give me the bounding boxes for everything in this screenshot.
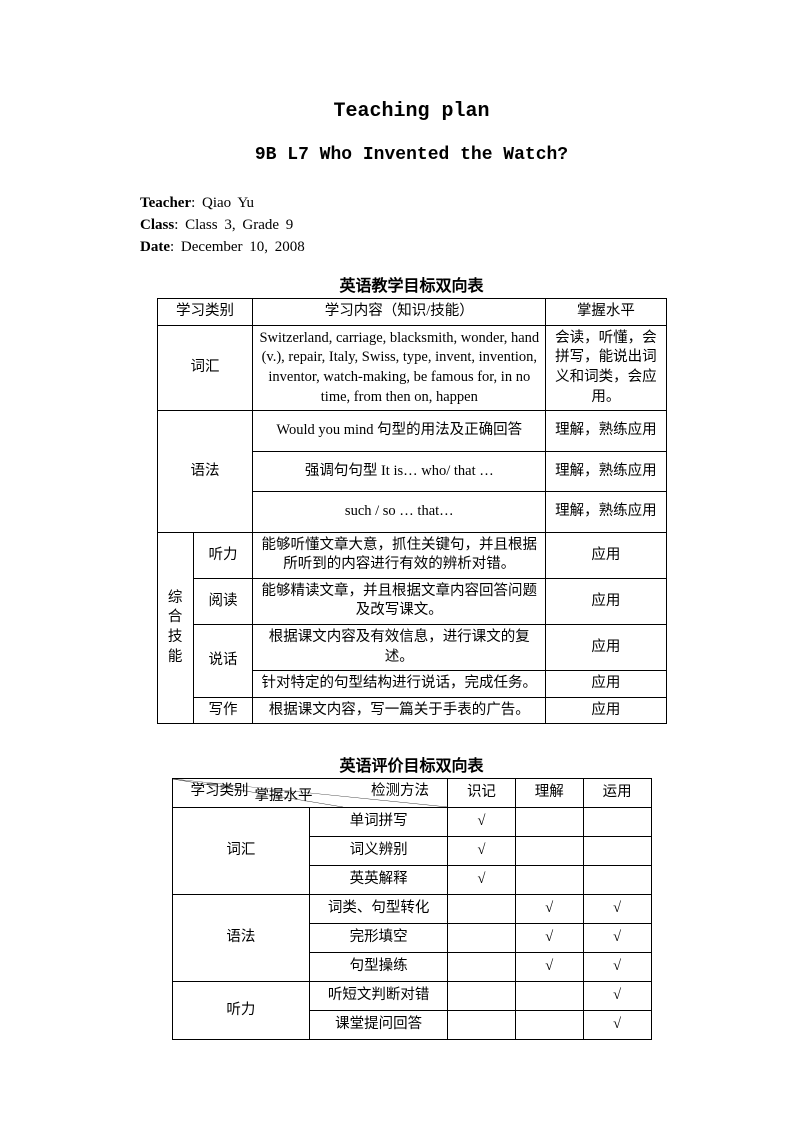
check-cell: √ — [448, 866, 516, 895]
check-cell — [515, 1011, 583, 1040]
category-cell: 听力 — [172, 982, 310, 1040]
check-cell: √ — [583, 982, 651, 1011]
listen-level: 应用 — [546, 532, 666, 578]
check-cell — [515, 866, 583, 895]
vocab-level-cell: 会读，听懂，会拼写，能说出词义和词类，会应用。 — [546, 325, 666, 410]
col-apply: 运用 — [583, 779, 651, 808]
sub-title: 9B L7 Who Invented the Watch? — [140, 145, 683, 165]
check-cell — [515, 808, 583, 837]
grammar2-level: 理解，熟练应用 — [546, 451, 666, 492]
grammar3-level: 理解，熟练应用 — [546, 492, 666, 533]
check-cell — [448, 895, 516, 924]
check-cell: √ — [583, 1011, 651, 1040]
check-cell: √ — [583, 895, 651, 924]
listen-content: 能够听懂文章大意，抓住关键句，并且根据所听到的内容进行有效的辨析对错。 — [253, 532, 546, 578]
method-cell: 课堂提问回答 — [310, 1011, 448, 1040]
teacher-value: : Qiao Yu — [191, 195, 254, 211]
check-cell: √ — [583, 924, 651, 953]
table-row: 语法 Would you mind 句型的用法及正确回答 理解，熟练应用 — [157, 411, 666, 452]
write-content: 根据课文内容，写一篇关于手表的广告。 — [253, 697, 546, 724]
diagonal-header-cell: 掌握水平 学习类别 检测方法 — [172, 779, 448, 808]
method-cell: 句型操练 — [310, 953, 448, 982]
date-label: Date — [140, 239, 170, 255]
grammar1-level: 理解，熟练应用 — [546, 411, 666, 452]
table-row: 听力听短文判断对错√ — [172, 982, 651, 1011]
method-cell: 听短文判断对错 — [310, 982, 448, 1011]
table-row: 学习类别 学习内容（知识/技能） 掌握水平 — [157, 299, 666, 326]
listen-label: 听力 — [193, 532, 253, 578]
main-title: Teaching plan — [140, 100, 683, 123]
diag-top-label: 掌握水平 — [255, 787, 313, 807]
grammar-label-cell: 语法 — [157, 411, 253, 533]
speak2-level: 应用 — [546, 671, 666, 698]
check-cell — [448, 924, 516, 953]
check-cell — [583, 808, 651, 837]
table-row: 词汇 Switzerland, carriage, blacksmith, wo… — [157, 325, 666, 410]
evaluation-objectives-table: 掌握水平 学习类别 检测方法 识记 理解 运用 词汇单词拼写√词义辨别√英英解释… — [172, 778, 652, 1040]
table-row: 语法词类、句型转化√√ — [172, 895, 651, 924]
date-value: : December 10, 2008 — [170, 239, 305, 255]
method-cell: 词义辨别 — [310, 837, 448, 866]
header-cell: 学习类别 — [157, 299, 253, 326]
check-cell — [515, 837, 583, 866]
check-cell: √ — [448, 808, 516, 837]
table2-caption: 英语评价目标双向表 — [140, 752, 683, 776]
check-cell: √ — [515, 895, 583, 924]
check-cell: √ — [515, 924, 583, 953]
vocab-content-cell: Switzerland, carriage, blacksmith, wonde… — [253, 325, 546, 410]
check-cell — [448, 982, 516, 1011]
class-value: : Class 3, Grade 9 — [174, 217, 293, 233]
comp-label-cell: 综合技能 — [157, 532, 193, 724]
grammar1-content: Would you mind 句型的用法及正确回答 — [253, 411, 546, 452]
diag-bottom-label: 检测方法 — [371, 782, 429, 802]
table-row: 综合技能 听力 能够听懂文章大意，抓住关键句，并且根据所听到的内容进行有效的辨析… — [157, 532, 666, 578]
table-row: 写作 根据课文内容，写一篇关于手表的广告。 应用 — [157, 697, 666, 724]
class-label: Class — [140, 217, 174, 233]
vocab-label-cell: 词汇 — [157, 325, 253, 410]
diag-left-label: 学习类别 — [191, 782, 249, 802]
header-cell: 掌握水平 — [546, 299, 666, 326]
read-content: 能够精读文章，并且根据文章内容回答问题及改写课文。 — [253, 578, 546, 624]
check-cell: √ — [515, 953, 583, 982]
method-cell: 单词拼写 — [310, 808, 448, 837]
col-understand: 理解 — [515, 779, 583, 808]
meta-block: Teacher: Qiao Yu Class: Class 3, Grade 9… — [140, 193, 683, 258]
method-cell: 英英解释 — [310, 866, 448, 895]
speak-label: 说话 — [193, 625, 253, 698]
speak1-content: 根据课文内容及有效信息，进行课文的复述。 — [253, 625, 546, 671]
table-row: 掌握水平 学习类别 检测方法 识记 理解 运用 — [172, 779, 651, 808]
write-label: 写作 — [193, 697, 253, 724]
col-memorize: 识记 — [448, 779, 516, 808]
speak2-content: 针对特定的句型结构进行说话，完成任务。 — [253, 671, 546, 698]
teaching-objectives-table: 学习类别 学习内容（知识/技能） 掌握水平 词汇 Switzerland, ca… — [157, 298, 667, 724]
check-cell: √ — [583, 953, 651, 982]
category-cell: 语法 — [172, 895, 310, 982]
grammar3-content: such / so … that… — [253, 492, 546, 533]
check-cell — [583, 837, 651, 866]
method-cell: 完形填空 — [310, 924, 448, 953]
table-row: 词汇单词拼写√ — [172, 808, 651, 837]
read-label: 阅读 — [193, 578, 253, 624]
speak1-level: 应用 — [546, 625, 666, 671]
write-level: 应用 — [546, 697, 666, 724]
check-cell — [448, 1011, 516, 1040]
method-cell: 词类、句型转化 — [310, 895, 448, 924]
category-cell: 词汇 — [172, 808, 310, 895]
table-row: 说话 根据课文内容及有效信息，进行课文的复述。 应用 — [157, 625, 666, 671]
teacher-label: Teacher — [140, 195, 191, 211]
header-cell: 学习内容（知识/技能） — [253, 299, 546, 326]
grammar2-content: 强调句句型 It is… who/ that … — [253, 451, 546, 492]
check-cell: √ — [448, 837, 516, 866]
table1-caption: 英语教学目标双向表 — [140, 272, 683, 296]
table-row: 阅读 能够精读文章，并且根据文章内容回答问题及改写课文。 应用 — [157, 578, 666, 624]
check-cell — [515, 982, 583, 1011]
check-cell — [583, 866, 651, 895]
read-level: 应用 — [546, 578, 666, 624]
check-cell — [448, 953, 516, 982]
